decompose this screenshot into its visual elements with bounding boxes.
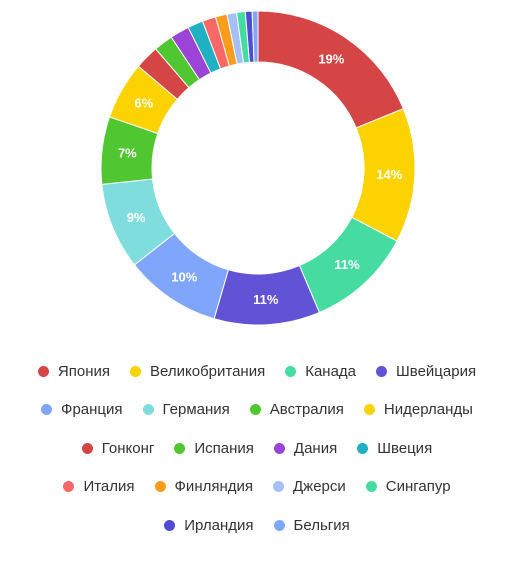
legend-swatch xyxy=(273,481,285,493)
slice-label-0: 19% xyxy=(318,51,344,66)
slice-label-5: 9% xyxy=(127,210,146,225)
legend-item[interactable]: Сингапур xyxy=(365,478,451,496)
legend-label: Австралия xyxy=(269,401,344,419)
slice-17[interactable] xyxy=(251,10,259,63)
slice-label-3: 11% xyxy=(253,292,279,307)
legend-swatch xyxy=(154,481,166,493)
legend-item[interactable]: Канада xyxy=(285,363,356,380)
legend-row: Гонконг Испания Дания Швеция xyxy=(0,429,514,468)
legend-label: Великобритания xyxy=(150,362,266,380)
legend-item[interactable]: Дания xyxy=(273,439,338,457)
donut-chart: 19% 14% 11% 11% 10% 9% 7% 6% xyxy=(100,10,416,326)
legend-item[interactable]: Финляндия xyxy=(154,478,254,496)
legend-label: Дания xyxy=(293,439,338,457)
legend-label: Гонконг xyxy=(101,439,155,457)
legend-row: Япония Великобритания Канада Швейцария xyxy=(0,352,514,391)
legend-item[interactable]: Испания xyxy=(174,440,254,457)
legend-item[interactable]: Нидерланды xyxy=(363,401,473,419)
legend-label: Испания xyxy=(194,439,254,457)
legend-label: Ирландия xyxy=(184,516,254,534)
legend-swatch xyxy=(81,442,93,454)
legend-swatch xyxy=(249,404,261,416)
slice-label-6: 7% xyxy=(118,146,137,161)
legend-row: Ирландия Бельгия xyxy=(0,506,514,545)
legend-swatch xyxy=(41,404,53,416)
legend-swatch xyxy=(164,519,176,531)
legend-row: Франция Германия Австралия Нидерланды xyxy=(0,391,514,430)
legend-label: Джерси xyxy=(293,478,346,496)
legend-label: Канада xyxy=(305,362,357,380)
legend-item[interactable]: Австралия xyxy=(249,401,344,419)
legend-item[interactable]: Германия xyxy=(142,401,230,419)
legend-item[interactable]: Джерси xyxy=(273,478,346,495)
legend-item[interactable]: Гонконг xyxy=(81,439,155,457)
legend-label: Швейцария xyxy=(396,362,477,380)
legend-swatch xyxy=(37,365,49,377)
legend-label: Бельгия xyxy=(293,516,350,534)
legend-label: Финляндия xyxy=(174,478,254,496)
legend-label: Франция xyxy=(61,401,123,419)
slice-label-7: 6% xyxy=(134,95,153,110)
legend-item[interactable]: Швеция xyxy=(357,440,432,457)
legend-swatch xyxy=(357,442,369,454)
legend-item[interactable]: Япония xyxy=(37,362,111,380)
legend-label: Швеция xyxy=(377,439,433,457)
slice-label-2: 11% xyxy=(334,257,360,272)
slice-label-4: 10% xyxy=(171,269,197,284)
legend-swatch xyxy=(285,365,297,377)
legend-item[interactable]: Великобритания xyxy=(130,363,265,380)
legend-swatch xyxy=(142,404,154,416)
legend-swatch xyxy=(273,442,285,454)
slice-label-1: 14% xyxy=(376,167,402,182)
legend-label: Япония xyxy=(57,362,111,380)
legend-item[interactable]: Швейцария xyxy=(376,363,476,380)
legend-swatch xyxy=(363,404,375,416)
legend-swatch xyxy=(273,519,285,531)
chart-legend: Япония Великобритания Канада Швейцария Франц… xyxy=(0,352,514,545)
legend-label: Италия xyxy=(83,478,135,496)
legend-label: Сингапур xyxy=(385,478,451,496)
legend-swatch xyxy=(63,481,75,493)
legend-item[interactable]: Ирландия xyxy=(164,516,254,534)
legend-item[interactable]: Италия xyxy=(63,478,135,496)
legend-item[interactable]: Бельгия xyxy=(273,516,350,534)
legend-label: Германия xyxy=(162,401,230,419)
legend-swatch xyxy=(174,442,186,454)
legend-swatch xyxy=(365,481,377,493)
slice-0[interactable] xyxy=(257,10,405,129)
legend-label: Нидерланды xyxy=(383,401,473,419)
legend-row: Италия Финляндия Джерси Сингапур xyxy=(0,468,514,507)
legend-item[interactable]: Франция xyxy=(41,401,123,419)
legend-swatch xyxy=(376,365,388,377)
legend-swatch xyxy=(130,365,142,377)
